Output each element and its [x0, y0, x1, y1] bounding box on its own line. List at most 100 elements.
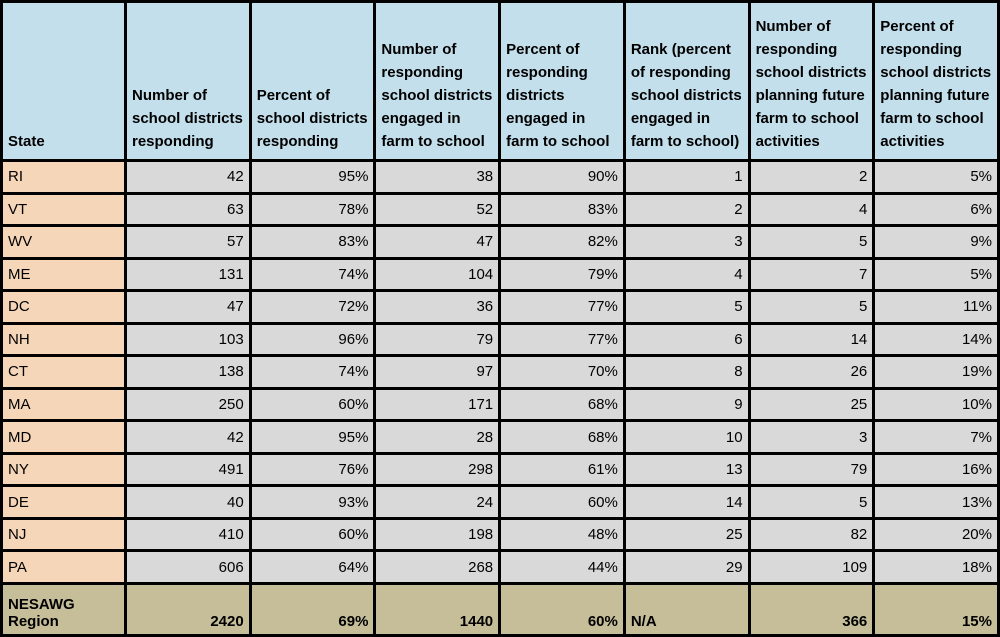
data-cell: 8 [625, 357, 748, 387]
state-cell: NY [3, 454, 124, 485]
data-cell: 90% [501, 162, 623, 192]
data-cell: 64% [251, 552, 374, 582]
data-cell: 95% [251, 162, 374, 192]
data-cell: 10 [625, 422, 748, 452]
data-cell: 4 [625, 259, 748, 290]
data-cell: 138 [127, 357, 249, 387]
data-cell: 16% [875, 454, 997, 485]
column-header: State [3, 3, 124, 159]
data-cell: 6% [875, 194, 997, 225]
data-cell: 5 [750, 227, 873, 257]
data-cell: 79 [376, 324, 499, 355]
data-cell: 25 [750, 389, 873, 420]
data-cell: 9 [625, 389, 748, 420]
data-cell: 14 [750, 324, 873, 355]
region-total: 69% [251, 585, 374, 634]
region-total: 2420 [127, 585, 249, 634]
data-cell: 104 [376, 259, 499, 290]
column-header: Number of responding school districts en… [376, 3, 499, 159]
data-cell: 2 [750, 162, 873, 192]
region-total: 366 [750, 585, 873, 634]
data-cell: 63 [127, 194, 249, 225]
data-cell: 74% [251, 259, 374, 290]
data-cell: 5 [625, 292, 748, 322]
data-cell: 93% [251, 487, 374, 517]
data-cell: 79% [501, 259, 623, 290]
data-cell: 410 [127, 519, 249, 550]
data-cell: 77% [501, 292, 623, 322]
state-cell: DC [3, 292, 124, 322]
region-total: 15% [875, 585, 997, 634]
column-header: Number of school districts responding [127, 3, 249, 159]
data-cell: 74% [251, 357, 374, 387]
data-cell: 38 [376, 162, 499, 192]
data-cell: 47 [127, 292, 249, 322]
data-cell: 48% [501, 519, 623, 550]
data-cell: 95% [251, 422, 374, 452]
data-cell: 83% [501, 194, 623, 225]
data-cell: 97 [376, 357, 499, 387]
data-cell: 10% [875, 389, 997, 420]
data-cell: 18% [875, 552, 997, 582]
data-cell: 491 [127, 454, 249, 485]
data-cell: 103 [127, 324, 249, 355]
data-cell: 250 [127, 389, 249, 420]
data-cell: 7 [750, 259, 873, 290]
data-cell: 109 [750, 552, 873, 582]
column-header: Number of responding school districts pl… [750, 3, 873, 159]
data-cell: 5 [750, 292, 873, 322]
region-total: 1440 [376, 585, 499, 634]
data-cell: 5% [875, 259, 997, 290]
data-cell: 171 [376, 389, 499, 420]
region-label: NESAWG Region [3, 585, 124, 634]
state-cell: MD [3, 422, 124, 452]
data-cell: 68% [501, 422, 623, 452]
data-cell: 14 [625, 487, 748, 517]
column-header: Percent of school districts responding [251, 3, 374, 159]
data-cell: 25 [625, 519, 748, 550]
data-cell: 14% [875, 324, 997, 355]
data-cell: 57 [127, 227, 249, 257]
data-cell: 13% [875, 487, 997, 517]
column-header: Percent of responding districts engaged … [501, 3, 623, 159]
data-cell: 26 [750, 357, 873, 387]
data-cell: 47 [376, 227, 499, 257]
state-cell: NH [3, 324, 124, 355]
data-cell: 29 [625, 552, 748, 582]
state-cell: WV [3, 227, 124, 257]
data-cell: 77% [501, 324, 623, 355]
data-cell: 19% [875, 357, 997, 387]
region-total: 60% [501, 585, 623, 634]
state-cell: VT [3, 194, 124, 225]
data-cell: 606 [127, 552, 249, 582]
data-cell: 42 [127, 422, 249, 452]
data-cell: 72% [251, 292, 374, 322]
data-cell: 42 [127, 162, 249, 192]
state-cell: CT [3, 357, 124, 387]
data-cell: 4 [750, 194, 873, 225]
data-cell: 44% [501, 552, 623, 582]
data-cell: 60% [501, 487, 623, 517]
state-cell: ME [3, 259, 124, 290]
data-cell: 5 [750, 487, 873, 517]
data-cell: 20% [875, 519, 997, 550]
state-cell: DE [3, 487, 124, 517]
data-cell: 3 [750, 422, 873, 452]
data-cell: 82 [750, 519, 873, 550]
data-cell: 82% [501, 227, 623, 257]
data-cell: 68% [501, 389, 623, 420]
data-cell: 70% [501, 357, 623, 387]
data-cell: 268 [376, 552, 499, 582]
data-cell: 60% [251, 519, 374, 550]
data-cell: 36 [376, 292, 499, 322]
data-cell: 60% [251, 389, 374, 420]
data-cell: 3 [625, 227, 748, 257]
data-cell: 11% [875, 292, 997, 322]
data-cell: 61% [501, 454, 623, 485]
state-cell: NJ [3, 519, 124, 550]
data-cell: 79 [750, 454, 873, 485]
region-total: N/A [625, 585, 748, 634]
data-cell: 7% [875, 422, 997, 452]
